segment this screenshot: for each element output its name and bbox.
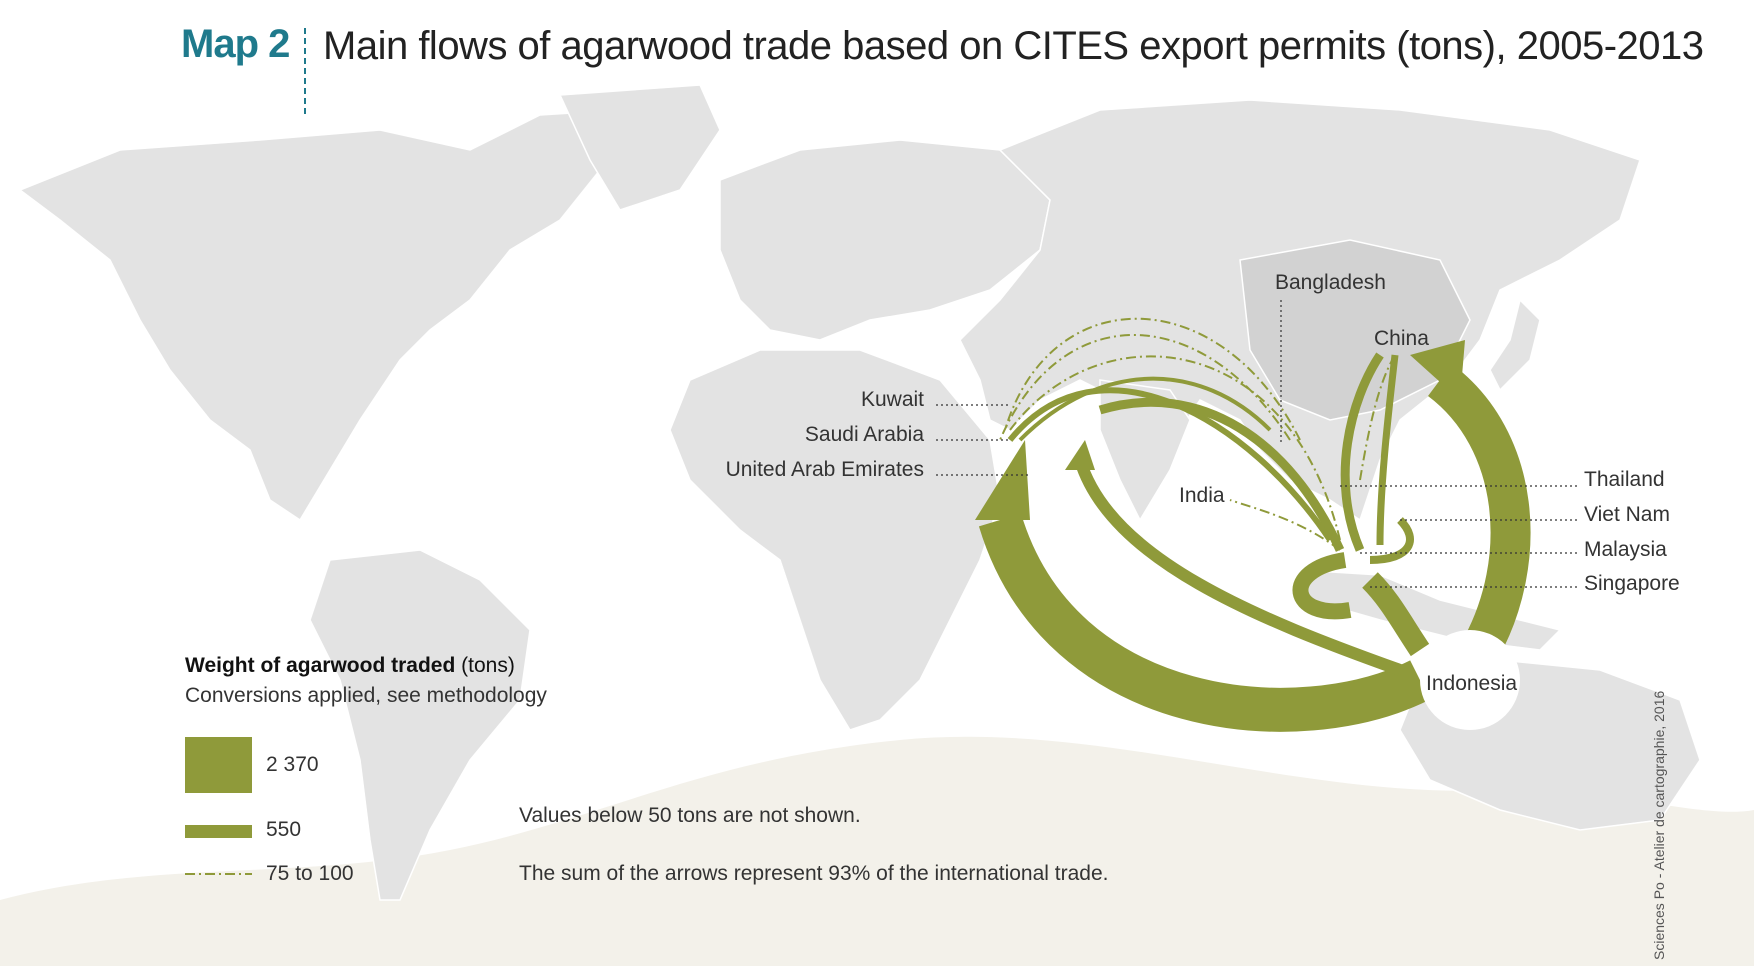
legend-title: Weight of agarwood traded (tons) xyxy=(185,654,515,678)
flow-arc-2 xyxy=(1018,376,1272,442)
greenland xyxy=(558,84,721,211)
credit: Sciences Po - Atelier de cartographie, 2… xyxy=(1651,690,1667,960)
label-china: China xyxy=(1374,327,1429,350)
note-coverage: The sum of the arrows represent 93% of t… xyxy=(519,862,1109,885)
legend-label-dashed: 75 to 100 xyxy=(266,862,354,885)
legend-label-thick: 2 370 xyxy=(266,753,319,776)
arrowhead-china xyxy=(1410,340,1465,400)
flow-thailand-loop xyxy=(1292,552,1352,620)
south-america xyxy=(309,549,531,901)
legend-title-unit: (tons) xyxy=(455,654,515,677)
legend-label-medium: 550 xyxy=(266,818,302,841)
flow-indonesia-saudi xyxy=(1074,458,1403,676)
legend-title-bold: Weight of agarwood traded xyxy=(185,654,456,677)
flow-dashed-china xyxy=(1359,354,1396,481)
flow-malaysia-china xyxy=(1376,354,1399,546)
legend-swatch-medium xyxy=(185,825,252,838)
flow-indonesia-uae xyxy=(978,513,1430,732)
singapore-node xyxy=(1352,557,1368,573)
legend-subtitle: Conversions applied, see methodology xyxy=(185,684,547,707)
label-kuwait: Kuwait xyxy=(861,388,924,411)
page-title: Main flows of agarwood trade based on CI… xyxy=(323,24,1704,68)
indonesia-node xyxy=(1420,630,1520,730)
label-singapore: Singapore xyxy=(1584,572,1680,595)
label-india: India xyxy=(1179,484,1225,507)
japan xyxy=(1489,298,1541,392)
flow-singapore-kuwait xyxy=(1098,397,1345,552)
flow-indonesia-china xyxy=(1427,364,1531,660)
legend-swatch-thick xyxy=(185,737,252,793)
flow-singapore-china xyxy=(1340,352,1384,552)
trade-flows xyxy=(978,317,1531,732)
note-threshold: Values below 50 tons are not shown. xyxy=(519,804,861,827)
leader-lines xyxy=(936,300,1577,588)
antarctica-texture xyxy=(0,736,1754,966)
flow-dashed-1 xyxy=(999,334,1291,441)
arrowheads xyxy=(975,340,1465,520)
map-label: Map 2 xyxy=(181,22,290,66)
arrowhead-uae xyxy=(975,440,1030,520)
label-bangladesh: Bangladesh xyxy=(1275,271,1386,294)
flow-arc-1 xyxy=(1007,387,1333,542)
india-land xyxy=(1099,379,1191,522)
china-region xyxy=(1239,239,1471,421)
label-malaysia: Malaysia xyxy=(1584,538,1667,561)
label-indonesia: Indonesia xyxy=(1426,672,1517,695)
flow-vietnam-singapore xyxy=(1369,517,1414,564)
flow-dashed-india xyxy=(1229,499,1341,551)
north-america xyxy=(18,109,622,522)
label-uae: United Arab Emirates xyxy=(726,458,924,481)
label-saudi-arabia: Saudi Arabia xyxy=(805,423,924,446)
header: Map 2 Main flows of agarwood trade based… xyxy=(0,0,1754,120)
arrowhead-saudi xyxy=(1065,440,1095,470)
flow-dashed-3 xyxy=(1009,355,1341,541)
label-thailand: Thailand xyxy=(1584,468,1665,491)
europe xyxy=(719,139,1051,341)
africa xyxy=(669,349,1001,731)
label-viet-nam: Viet Nam xyxy=(1584,503,1670,526)
flow-dashed-2 xyxy=(1004,317,1301,441)
flow-indonesia-singapore xyxy=(1362,572,1430,657)
header-divider xyxy=(304,28,306,114)
